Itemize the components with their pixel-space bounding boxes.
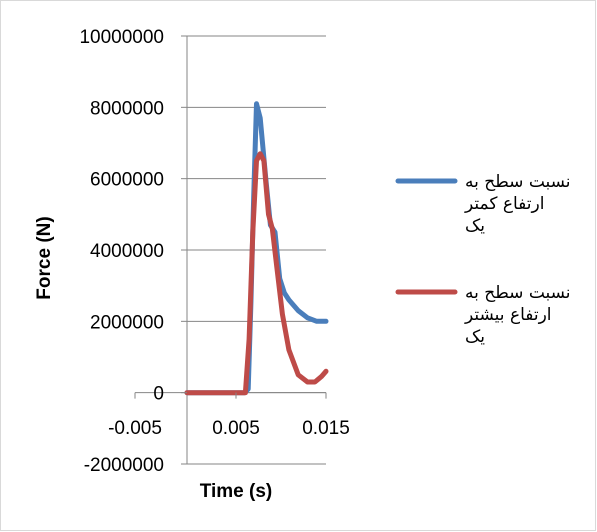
legend-label-line: ارتفاع کمتر <box>464 194 544 214</box>
y-tick-label: 10000000 <box>79 27 164 48</box>
gridlines <box>187 35 326 465</box>
y-tick-label: 0 <box>153 384 164 405</box>
legend-label-line: ارتفاع بیشتر <box>464 305 552 325</box>
legend-label-line: نسبت سطح به <box>465 283 571 303</box>
x-tick-labels: -0.005 0.005 0.015 <box>108 392 350 439</box>
x-tick-label: -0.005 <box>108 418 162 439</box>
y-tick-label: 2000000 <box>90 312 164 333</box>
x-tick-label: 0.005 <box>212 418 260 439</box>
series-line <box>184 101 329 396</box>
x-tick-label: 0.015 <box>302 418 350 439</box>
y-tick-label: 8000000 <box>90 98 164 119</box>
y-tick-label: 4000000 <box>90 241 164 262</box>
x-axis-title: Time (s) <box>200 481 273 502</box>
legend-label-line: یک <box>465 327 485 347</box>
y-tick-label: 6000000 <box>90 170 164 191</box>
series-line <box>184 151 329 396</box>
y-tick-labels: -2000000 0 2000000 4000000 6000000 8000000 100… <box>79 27 187 476</box>
legend-label-line: یک <box>465 216 485 236</box>
series <box>184 101 329 396</box>
y-axis-title: Force (N) <box>34 216 55 299</box>
legend-label-line: نسبت سطح به <box>465 172 571 192</box>
y-tick-label: -2000000 <box>84 455 164 476</box>
